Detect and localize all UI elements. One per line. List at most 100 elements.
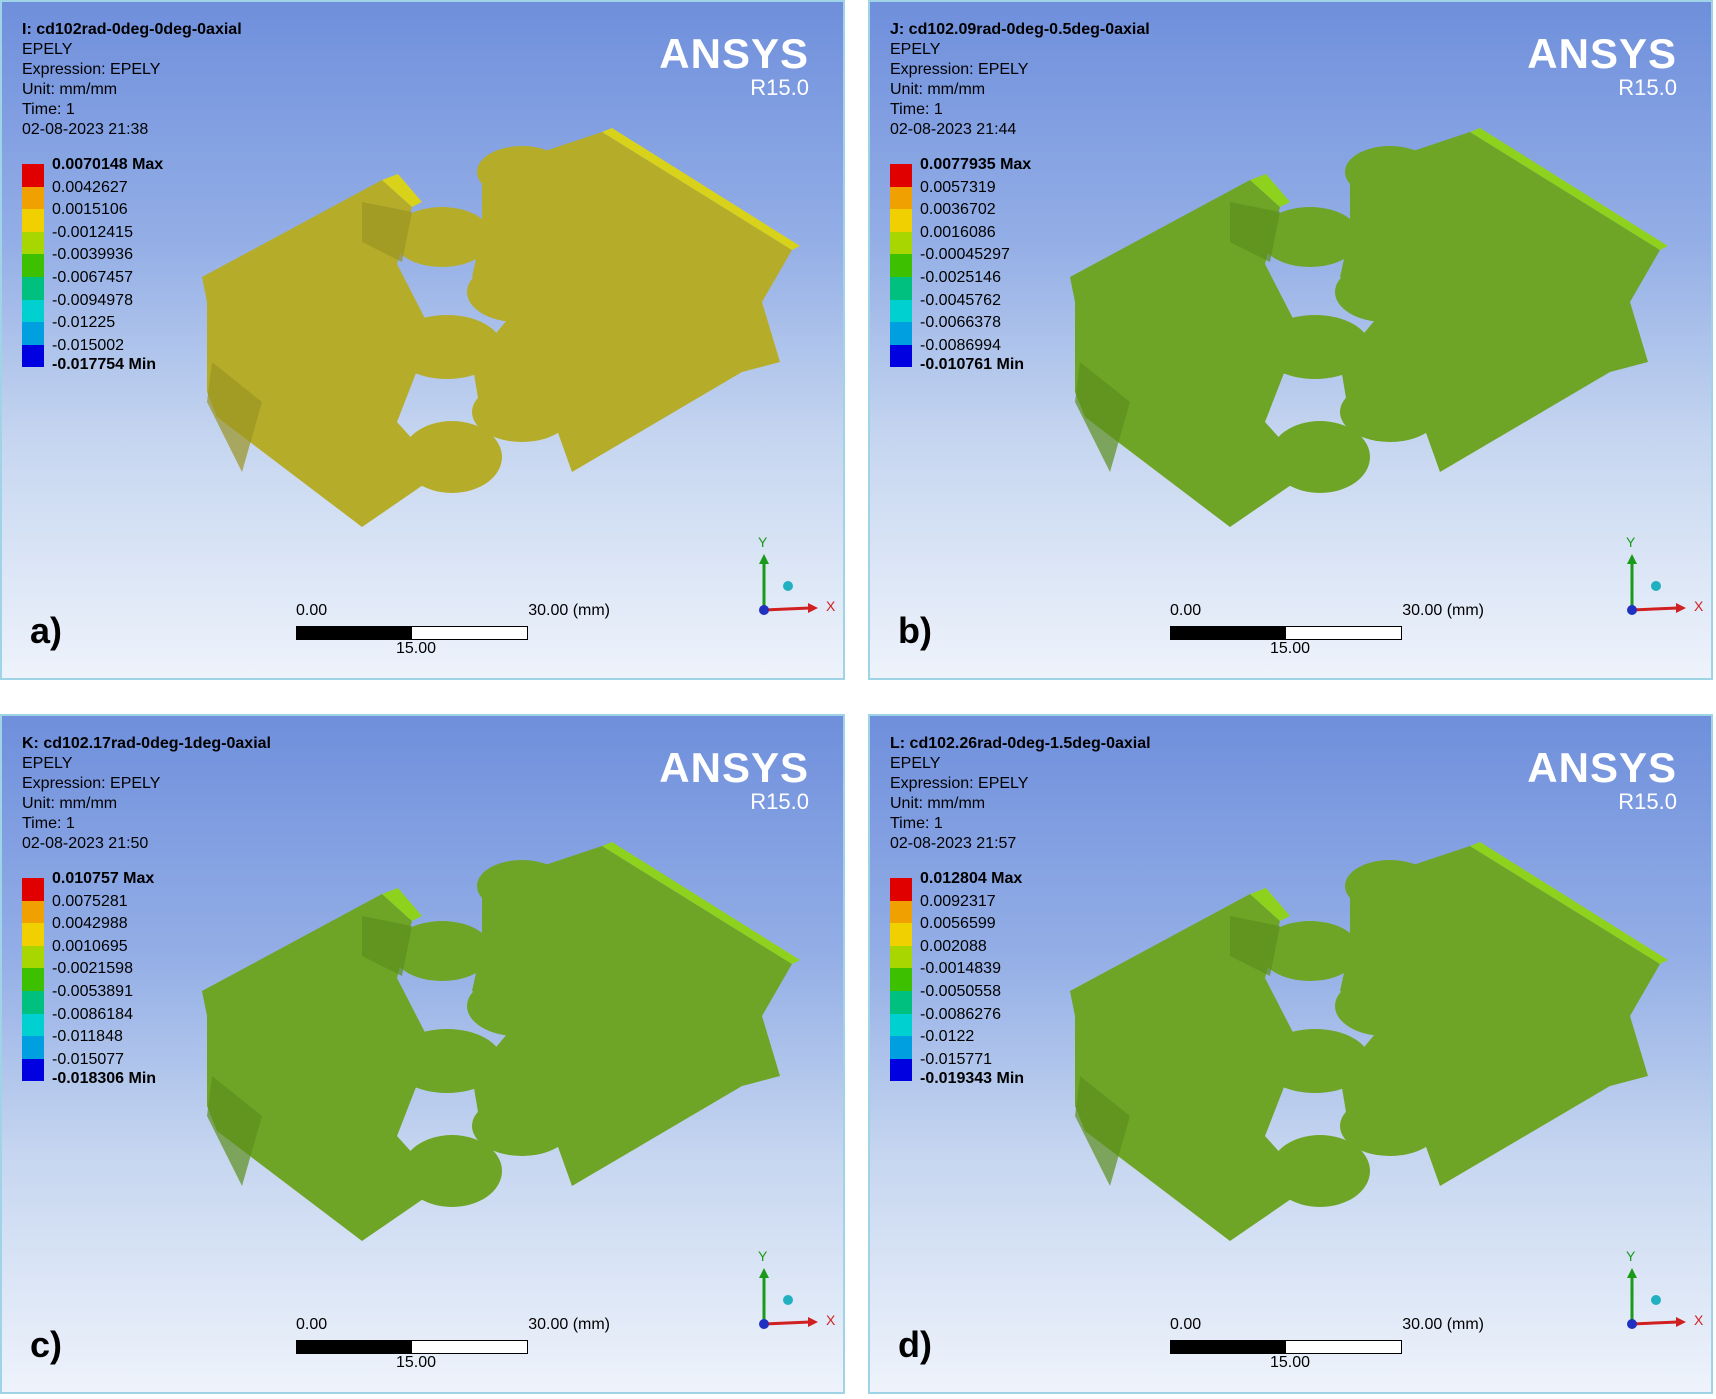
brand-version: R15.0 [1618,789,1677,814]
legend-value: 0.0056599 [920,915,996,933]
legend-value: 0.002088 [920,937,987,955]
panel-tag: d) [898,1324,932,1365]
legend-swatch [890,1036,912,1059]
scale-bar: 0.00 30.00 (mm) 15.00 [1170,602,1484,662]
scale-end-label: 30.00 (mm) [528,1316,610,1333]
legend-value: -0.015771 [920,1050,993,1068]
result-expression: Expression: EPELY [890,775,1029,792]
legend-swatch [890,186,912,210]
right-gear-tooth [1335,262,1435,322]
brand-version: R15.0 [750,75,809,100]
result-time: Time: 1 [890,101,943,118]
result-panel-b: J: cd102.09rad-0deg-0.5deg-0axial EPELY Ex… [868,0,1713,680]
legend-value: -0.0067457 [52,268,133,286]
scale-end-label: 30.00 (mm) [528,602,610,619]
scale-bar-graphic [296,1340,528,1354]
legend-value: 0.010757 Max [52,870,155,887]
legend-swatch [22,1013,44,1037]
legend-value: -0.01225 [52,314,116,332]
legend-swatch [890,164,912,187]
legend-swatch [890,231,912,255]
legend-value: 0.0016086 [920,223,996,241]
legend-swatch [22,164,44,187]
legend-value: -0.0045762 [920,291,1001,309]
brand-version: R15.0 [1618,75,1677,100]
left-gear-body [1070,894,1310,1241]
result-unit: Unit: mm/mm [890,795,986,812]
right-gear-tooth [477,860,567,912]
legend-value: 0.0010695 [52,937,128,955]
result-unit: Unit: mm/mm [890,81,986,98]
legend-min-value: -0.018306 Min [52,1070,157,1087]
gear-model-view[interactable] [2,716,845,1394]
right-gear-tooth [1340,382,1440,442]
legend-min-value: -0.010761 Min [920,356,1025,373]
legend-value: -0.00045297 [920,246,1010,264]
result-date: 02-08-2023 21:57 [890,835,1017,852]
brand-name: ANSYS [1527,30,1677,77]
axis-x-label: X [1694,598,1704,614]
legend-swatch [890,923,912,946]
axis-y-label: Y [1626,1248,1636,1264]
legend-swatch [890,1013,912,1037]
legend-swatch [890,276,912,300]
legend-swatch [22,968,44,991]
legend-swatch [22,322,44,345]
legend-swatch [890,344,912,368]
left-gear-edge [382,174,422,207]
scale-bar-graphic [296,626,528,640]
result-time: Time: 1 [890,815,943,832]
right-gear-tooth [477,146,567,198]
legend-swatch [22,186,44,210]
legend-swatch [890,254,912,277]
panel-tag: c) [30,1324,63,1365]
legend-value: -0.0021598 [52,960,133,978]
scale-start-label: 0.00 [1170,1316,1202,1333]
result-panel-a: I: cd102rad-0deg-0deg-0axial EPELY Express… [0,0,845,680]
result-header: L: cd102.26rad-0deg-1.5deg-0axial EPELY Ex… [890,734,1151,854]
left-gear-body [202,894,442,1241]
right-gear-tooth [1345,146,1435,198]
panel-tag: b) [898,610,932,651]
panel-tag: a) [30,610,63,651]
legend-swatch [890,322,912,345]
legend-value: -0.011848 [52,1028,123,1046]
result-unit: Unit: mm/mm [22,795,118,812]
right-gear-tooth [472,1096,572,1156]
result-time: Time: 1 [22,815,75,832]
result-title: J: cd102.09rad-0deg-0.5deg-0axial [890,21,1150,38]
left-gear-tooth [1270,421,1370,493]
scale-end-label: 30.00 (mm) [1402,1316,1484,1333]
gear-model-view[interactable] [870,716,1713,1394]
right-gear-body [472,846,792,1186]
result-title: I: cd102rad-0deg-0deg-0axial [22,21,242,38]
gear-model-view[interactable] [870,2,1713,680]
scale-end-label: 30.00 (mm) [1402,602,1484,619]
scale-mid-label: 15.00 [396,640,437,657]
result-expression: Expression: EPELY [22,61,161,78]
right-gear-edge [1470,128,1668,250]
legend-value: -0.0122 [920,1028,975,1046]
legend-swatch [22,1036,44,1059]
scale-start-label: 0.00 [1170,602,1202,619]
right-gear-tooth [467,976,567,1036]
legend-swatch [22,923,44,946]
scale-bar: 0.00 30.00 (mm) 15.00 [1170,1316,1484,1376]
legend-value: 0.0070148 Max [52,156,164,173]
legend-value: -0.0094978 [52,291,133,309]
gear-model-view[interactable] [2,2,845,680]
legend-swatch [890,990,912,1014]
stress-region [362,202,412,262]
result-expression: Expression: EPELY [890,61,1029,78]
legend-swatch [890,945,912,969]
stress-region [207,362,262,472]
legend-value: 0.0036702 [920,201,996,219]
legend-value: -0.0039936 [52,246,133,264]
left-gear-tooth [402,421,502,493]
ansys-logo: ANSYS R15.0 [1527,32,1677,100]
legend-value: 0.0077935 Max [920,156,1032,173]
